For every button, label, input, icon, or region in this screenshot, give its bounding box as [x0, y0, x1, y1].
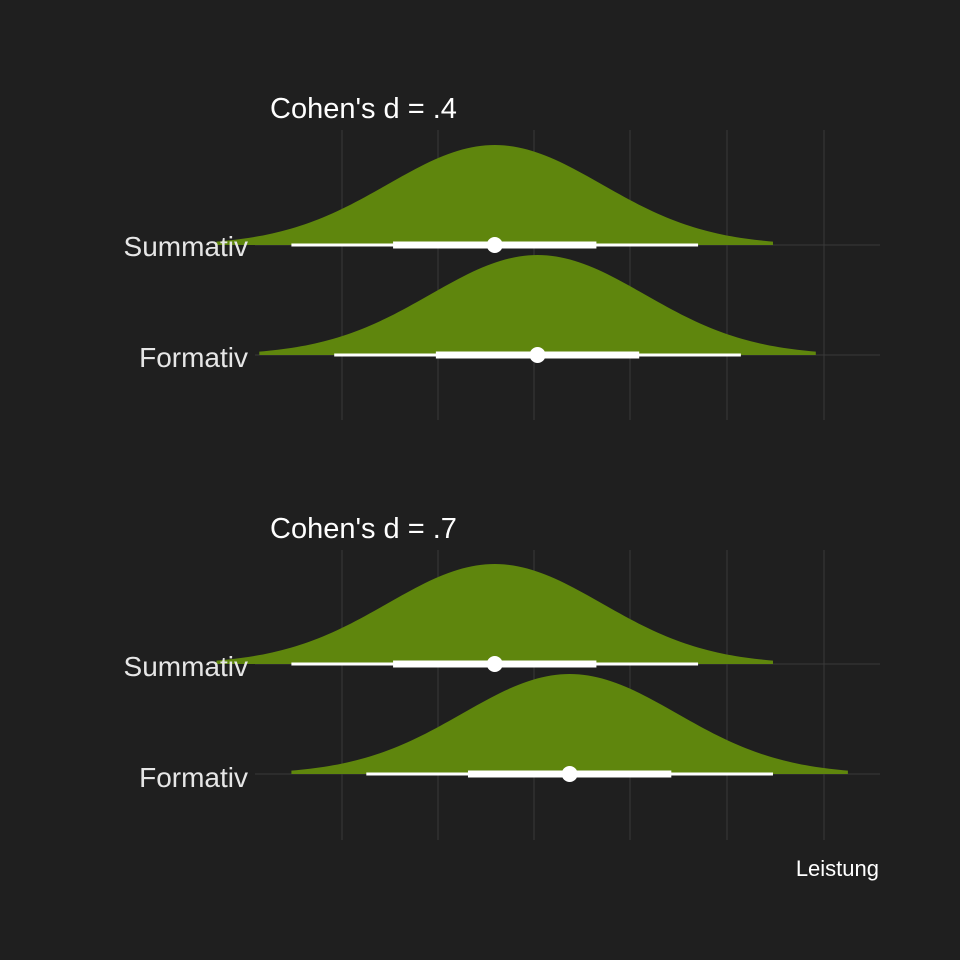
panel-1-point-summativ	[486, 237, 503, 253]
panel-1-point-formativ	[529, 347, 546, 363]
panel-1-density-formativ	[259, 255, 816, 355]
panel-2-densities	[216, 564, 848, 782]
panel-2-title: Cohen's d = .7	[270, 513, 457, 545]
panel-2: Cohen's d = .7 Summativ Formativ	[124, 513, 880, 840]
panel-1-category-label-formativ: Formativ	[139, 342, 248, 373]
panel-2-density-summativ	[216, 564, 773, 664]
panel-1-densities	[216, 145, 816, 363]
x-axis-label: Leistung	[796, 856, 879, 881]
panel-2-category-label-formativ: Formativ	[139, 762, 248, 793]
panel-1-category-label-summativ: Summativ	[124, 231, 248, 262]
panel-2-point-formativ	[561, 766, 578, 782]
panel-1-density-summativ	[216, 145, 773, 245]
panel-1-title: Cohen's d = .4	[270, 93, 457, 125]
panel-1: Cohen's d = .4 Summativ Formativ	[124, 93, 880, 420]
panel-2-category-label-summativ: Summativ	[124, 651, 248, 682]
panel-2-density-formativ	[291, 674, 848, 774]
panel-2-point-summativ	[486, 656, 503, 672]
